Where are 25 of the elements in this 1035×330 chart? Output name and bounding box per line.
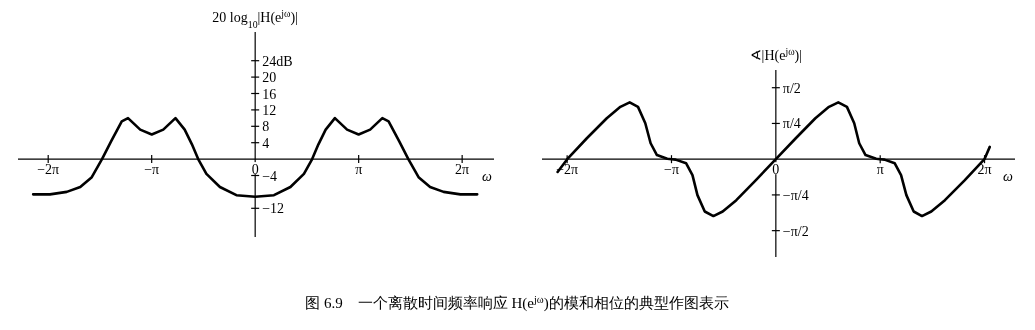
y-tick-label: 4 (262, 135, 270, 151)
x-axis-title: ω (482, 169, 493, 185)
x-tick-label: 2π (455, 161, 470, 177)
x-tick-label: π (355, 161, 363, 177)
y-tick-label: −12 (262, 201, 285, 217)
y-axis-title: ∢|H(e$^{jω}$)| (749, 45, 803, 64)
x-tick-label: −π (664, 161, 679, 177)
x-tick-label: π (876, 161, 884, 177)
y-tick-label: −4 (262, 168, 278, 184)
y-tick-label: −π/2 (782, 223, 809, 239)
y-tick-label: π/4 (782, 116, 801, 132)
y-tick-label: 16 (262, 86, 277, 102)
y-tick-label: 12 (262, 102, 277, 118)
y-tick-label: 20 (262, 70, 277, 86)
x-tick-label: −2π (37, 161, 60, 177)
y-tick-label: π/2 (782, 80, 801, 96)
x-tick-label: −π (144, 161, 160, 177)
y-tick-label: 8 (262, 119, 270, 135)
y-tick-label: 24dB (262, 53, 293, 69)
x-axis-title: ω (1003, 169, 1014, 185)
x-tick-label: 0 (772, 161, 780, 177)
y-tick-label: −π/4 (782, 187, 809, 203)
caption: 图 6.9 一个离散时间频率响应 H(e$^{jω}$)的模和相位的典型作图表示 (305, 293, 729, 312)
y-axis-title: 20 log$_{10}$|H(e$^{jω}$)| (212, 7, 298, 30)
x-tick-label: 0 (251, 161, 259, 177)
